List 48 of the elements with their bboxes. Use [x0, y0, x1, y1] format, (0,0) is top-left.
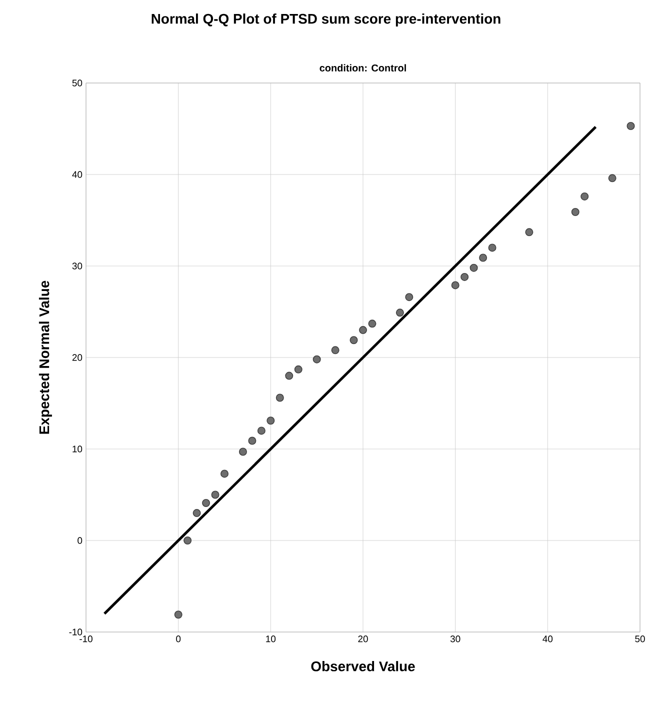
point	[488, 244, 496, 252]
y-tick-label: 40	[72, 171, 82, 178]
chart-title: Normal Q-Q Plot of PTSD sum score pre-intervention	[152, 14, 500, 27]
point	[202, 498, 210, 507]
point	[470, 264, 478, 272]
point	[608, 174, 616, 182]
x-tick-label: 0	[176, 636, 181, 642]
point	[479, 254, 488, 262]
y-axis-title: Expected Normal Value	[38, 280, 52, 434]
x-tick-label: 10	[266, 636, 276, 642]
point	[174, 610, 182, 619]
point	[525, 228, 534, 236]
point	[211, 490, 220, 499]
point	[359, 326, 367, 334]
point	[220, 470, 228, 478]
point	[571, 208, 580, 216]
y-tick-label: 10	[72, 446, 82, 452]
point	[405, 293, 414, 302]
point	[396, 308, 404, 317]
x-tick-label: -10	[80, 636, 92, 642]
point	[257, 426, 266, 435]
x-tick-label: 20	[358, 636, 368, 642]
point	[266, 416, 275, 425]
point	[285, 372, 294, 380]
x-tick-label: 50	[635, 636, 645, 642]
point	[460, 272, 469, 281]
y-tick-label: 0	[78, 537, 82, 544]
point	[312, 355, 321, 364]
point	[580, 192, 589, 200]
point	[184, 536, 192, 544]
point	[294, 365, 302, 374]
x-tick-label: 30	[450, 636, 460, 642]
point	[451, 281, 460, 290]
point	[331, 346, 340, 354]
y-tick-label: 30	[72, 262, 82, 270]
y-tick-label: 50	[72, 80, 82, 86]
y-tick-label: -10	[69, 628, 82, 636]
point	[238, 448, 247, 456]
x-tick-label: 40	[542, 636, 553, 642]
point	[350, 336, 358, 344]
y-tick-label: 20	[72, 354, 82, 361]
point	[368, 320, 376, 328]
x-axis-title: Observed Value	[311, 661, 415, 672]
chart-subtitle: condition: Control	[320, 64, 406, 72]
point	[626, 122, 635, 130]
point	[248, 436, 256, 445]
point	[192, 509, 201, 518]
point	[276, 394, 284, 402]
